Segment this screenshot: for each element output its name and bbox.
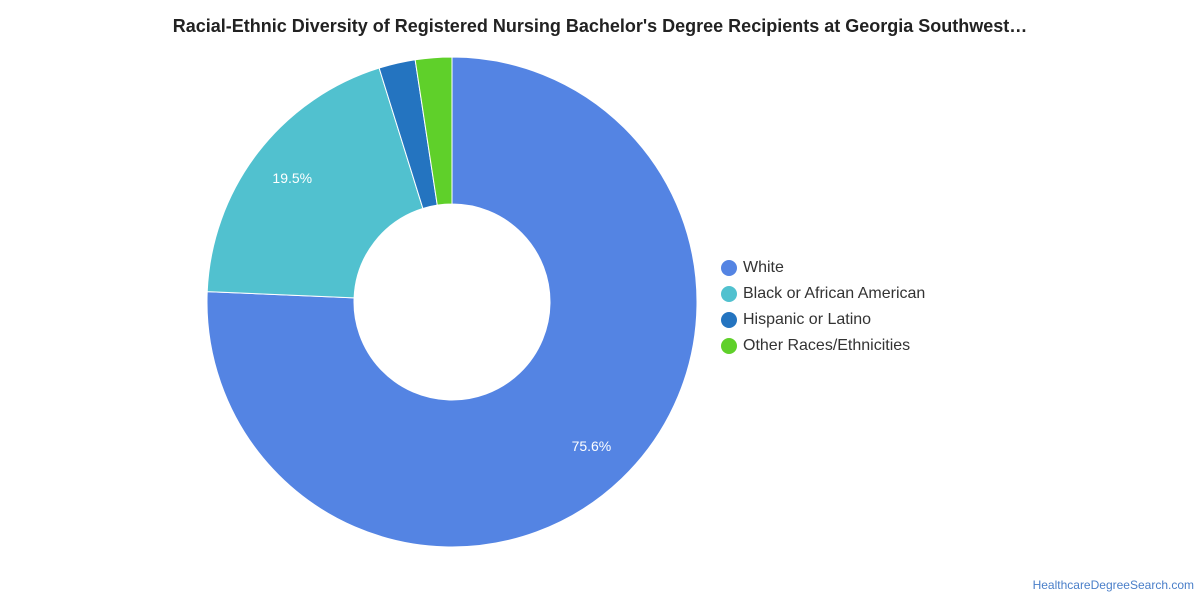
chart-title: Racial-Ethnic Diversity of Registered Nu…: [172, 16, 1028, 36]
legend-item[interactable]: White: [721, 255, 925, 281]
slice-label-black-or-african-american: 19.5%: [272, 170, 312, 186]
slice-white[interactable]: [206, 56, 698, 548]
legend-label: White: [743, 259, 784, 276]
legend-swatch: [721, 286, 737, 302]
legend-swatch: [721, 312, 737, 328]
slice-black-or-african-american[interactable]: [206, 67, 424, 299]
legend-label: Black or African American: [743, 285, 926, 302]
legend-item[interactable]: Black or African American: [721, 281, 925, 307]
legend: White Black or African American Hispanic o…: [721, 255, 925, 359]
source-link[interactable]: HealthcareDegreeSearch.com: [1032, 578, 1194, 592]
slice-other-races-ethnicities[interactable]: [414, 56, 453, 206]
legend-item[interactable]: Hispanic or Latino: [721, 307, 925, 333]
slice-label-white: 75.6%: [572, 438, 612, 454]
legend-label: Other Races/Ethnicities: [743, 337, 911, 354]
legend-swatch: [721, 338, 737, 354]
legend-swatch: [721, 260, 737, 276]
legend-label: Hispanic or Latino: [743, 311, 872, 328]
legend-item[interactable]: Other Races/Ethnicities: [721, 333, 925, 359]
